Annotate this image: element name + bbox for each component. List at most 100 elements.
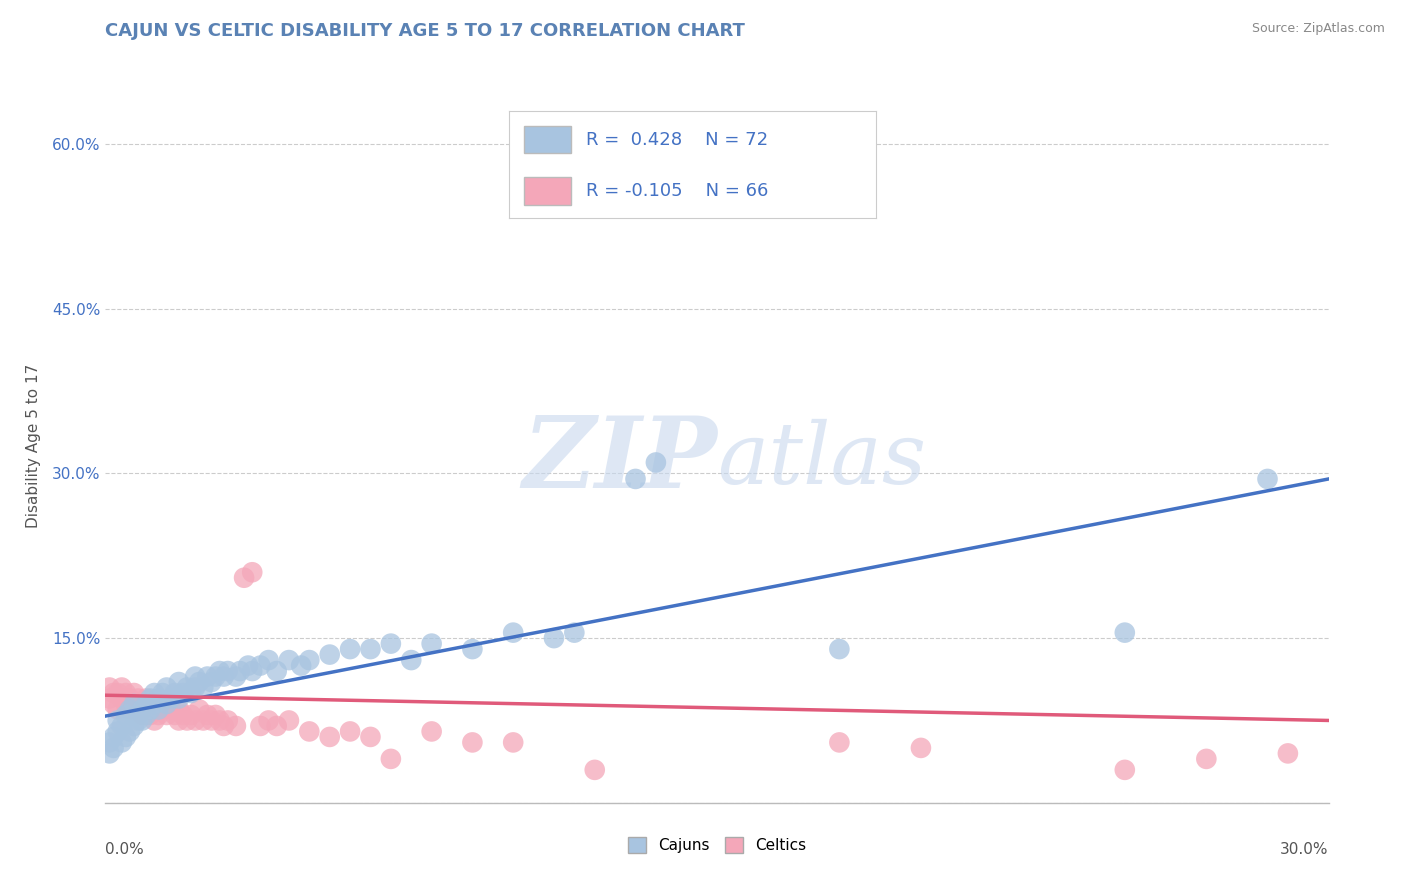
- Point: [583, 763, 606, 777]
- Point: [111, 681, 134, 695]
- Point: [167, 702, 190, 716]
- Point: [107, 686, 129, 700]
- Point: [172, 708, 194, 723]
- Point: [135, 691, 157, 706]
- Point: [143, 702, 166, 716]
- Point: [118, 702, 141, 716]
- Point: [257, 714, 280, 728]
- Point: [107, 702, 129, 716]
- Point: [200, 714, 222, 728]
- Point: [143, 686, 166, 700]
- Point: [176, 714, 198, 728]
- Point: [240, 566, 263, 580]
- Point: [148, 702, 170, 716]
- Point: [195, 708, 219, 723]
- Point: [139, 708, 162, 723]
- Point: [115, 708, 138, 723]
- Point: [200, 675, 222, 690]
- Point: [318, 730, 342, 744]
- Point: [135, 702, 157, 716]
- Point: [339, 724, 361, 739]
- Point: [107, 724, 129, 739]
- Point: [115, 697, 138, 711]
- Point: [115, 686, 138, 700]
- Point: [122, 697, 145, 711]
- Point: [163, 708, 186, 723]
- Point: [225, 719, 247, 733]
- Point: [148, 708, 170, 723]
- Point: [208, 714, 231, 728]
- Point: [155, 708, 177, 723]
- Point: [208, 664, 231, 678]
- Point: [461, 735, 484, 749]
- Point: [127, 702, 149, 716]
- Point: [152, 702, 174, 716]
- Point: [103, 686, 125, 700]
- Point: [122, 719, 145, 733]
- Point: [278, 714, 301, 728]
- Point: [184, 681, 207, 695]
- Point: [290, 658, 312, 673]
- Point: [127, 714, 149, 728]
- Point: [180, 686, 202, 700]
- Point: [103, 697, 125, 711]
- Point: [360, 642, 382, 657]
- Point: [143, 714, 166, 728]
- Point: [122, 697, 145, 711]
- Point: [266, 664, 288, 678]
- Point: [188, 702, 211, 716]
- Point: [163, 686, 186, 700]
- Point: [180, 708, 202, 723]
- Point: [318, 648, 342, 662]
- Point: [229, 664, 252, 678]
- FancyBboxPatch shape: [524, 126, 571, 153]
- Point: [624, 472, 647, 486]
- Point: [139, 697, 162, 711]
- Point: [131, 697, 153, 711]
- Point: [249, 658, 271, 673]
- Point: [135, 697, 157, 711]
- Text: ZIP: ZIP: [522, 412, 717, 508]
- Point: [420, 637, 443, 651]
- Point: [135, 708, 157, 723]
- Point: [127, 691, 149, 706]
- Text: 30.0%: 30.0%: [1281, 842, 1329, 857]
- Point: [159, 691, 181, 706]
- Point: [212, 669, 235, 683]
- Point: [204, 708, 226, 723]
- Point: [176, 681, 198, 695]
- Point: [155, 681, 177, 695]
- Point: [127, 708, 149, 723]
- Point: [360, 730, 382, 744]
- Point: [562, 625, 586, 640]
- Point: [249, 719, 271, 733]
- Point: [139, 691, 162, 706]
- Point: [98, 735, 121, 749]
- Point: [339, 642, 361, 657]
- Point: [380, 752, 402, 766]
- Point: [131, 702, 153, 716]
- Point: [103, 740, 125, 755]
- Point: [502, 735, 524, 749]
- Point: [1114, 625, 1136, 640]
- Point: [257, 653, 280, 667]
- Legend: Cajuns, Celtics: Cajuns, Celtics: [621, 831, 813, 859]
- Point: [118, 691, 141, 706]
- Point: [1256, 472, 1278, 486]
- Point: [184, 669, 207, 683]
- Point: [172, 686, 194, 700]
- Point: [193, 681, 215, 695]
- Point: [131, 708, 153, 723]
- Point: [103, 730, 125, 744]
- Point: [543, 631, 565, 645]
- Point: [155, 697, 177, 711]
- Point: [217, 714, 239, 728]
- FancyBboxPatch shape: [524, 177, 571, 205]
- Point: [107, 714, 129, 728]
- Point: [118, 702, 141, 716]
- Point: [98, 681, 121, 695]
- Text: atlas: atlas: [717, 419, 927, 501]
- Point: [148, 691, 170, 706]
- Point: [98, 691, 121, 706]
- Point: [298, 653, 321, 667]
